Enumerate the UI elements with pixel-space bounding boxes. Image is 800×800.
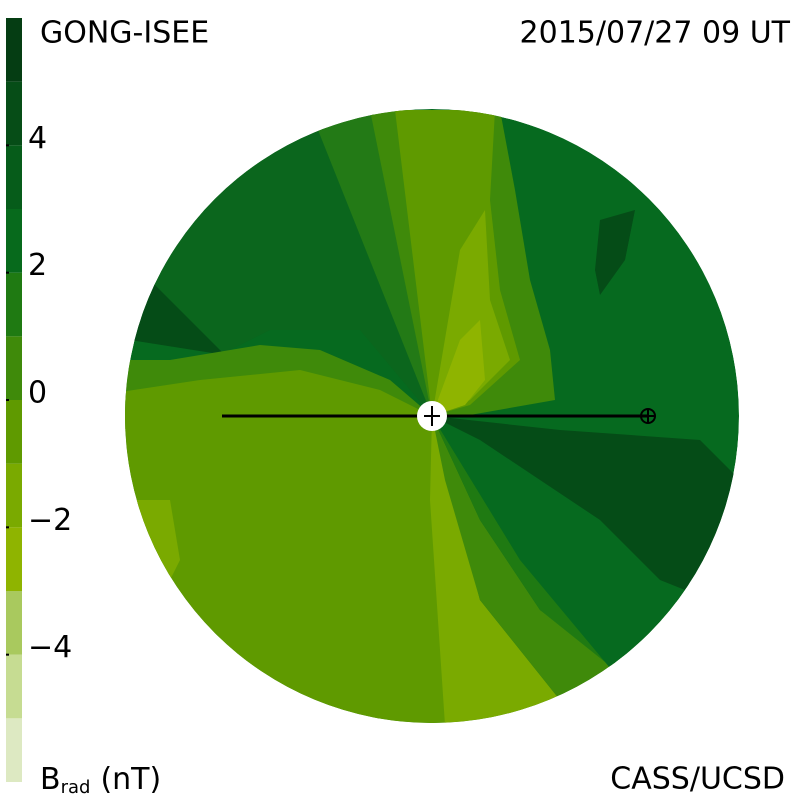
contour-region bbox=[595, 210, 635, 295]
colorbar-tick-label: −2 bbox=[28, 503, 72, 538]
colorbar-band bbox=[6, 272, 22, 337]
subscript: rad bbox=[61, 777, 91, 798]
colorbar-band bbox=[6, 81, 22, 146]
symbol: B bbox=[40, 762, 61, 797]
contour-region bbox=[432, 320, 485, 416]
colorbar-band bbox=[6, 718, 22, 782]
solar-wind-disk bbox=[125, 109, 739, 723]
title: GONG-ISEE bbox=[40, 16, 209, 51]
colorbar-band bbox=[6, 654, 22, 719]
credit: CASS/UCSD bbox=[610, 762, 785, 797]
colorbar-band bbox=[6, 463, 22, 528]
colorbar-tick-label: 0 bbox=[28, 376, 47, 411]
colorbar-band bbox=[6, 209, 22, 273]
colorbar-tick-label: 4 bbox=[28, 121, 47, 156]
contour-region bbox=[432, 416, 739, 723]
contour-region bbox=[125, 410, 450, 723]
colorbar-tick-label: −4 bbox=[28, 630, 72, 665]
date: 2015/07/27 09 UT bbox=[520, 16, 791, 51]
colorbar-band bbox=[6, 400, 22, 464]
contour-region bbox=[430, 416, 620, 723]
colorbar-band bbox=[6, 18, 22, 82]
colorbar-band bbox=[6, 336, 22, 400]
unit: (nT) bbox=[100, 762, 161, 797]
colorbar-band bbox=[6, 591, 22, 655]
colorbar-band bbox=[6, 527, 22, 591]
colorbar-band bbox=[6, 145, 22, 209]
colorbar bbox=[6, 18, 22, 782]
colorbar-tick-label: 2 bbox=[28, 248, 47, 283]
colorbar-label: Brad (nT) bbox=[40, 762, 161, 799]
contour-region bbox=[125, 500, 180, 600]
